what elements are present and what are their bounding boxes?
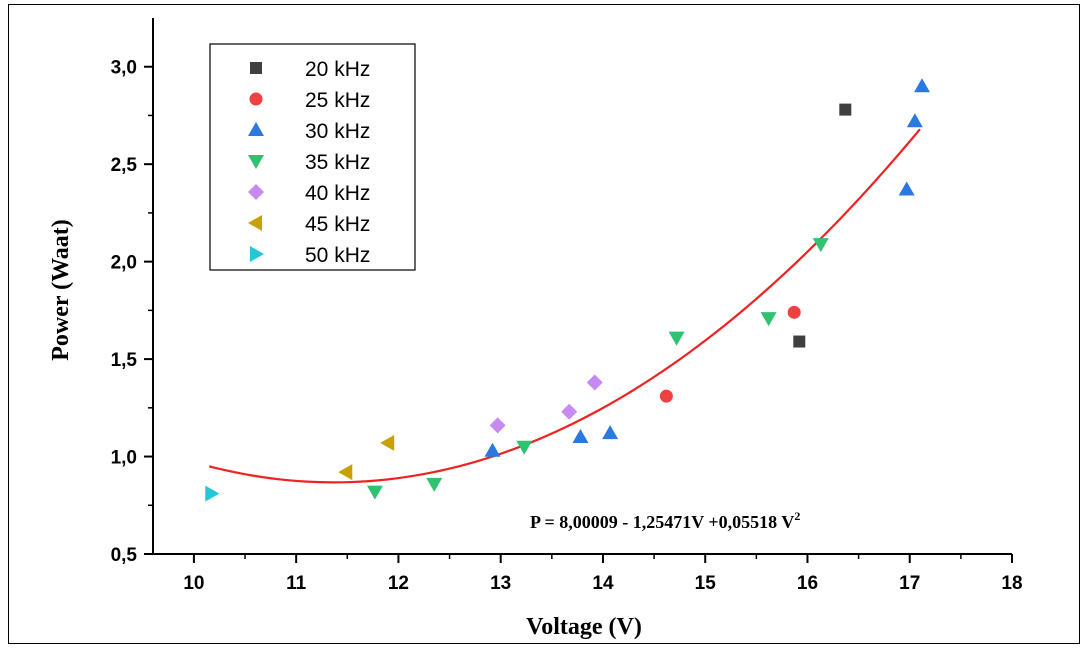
legend-marker-25-khz xyxy=(249,92,263,106)
data-point-45-khz xyxy=(380,434,395,451)
y-axis-title: Power (Waat) xyxy=(48,219,74,361)
data-point-35-khz xyxy=(516,440,533,455)
data-point-35-khz xyxy=(426,477,443,492)
legend-label-40-khz: 40 kHz xyxy=(305,182,370,205)
fit-equation-main: P = 8,00009 - 1,25471V +0,05518 V xyxy=(530,512,794,532)
x-tick-label: 10 xyxy=(183,573,204,594)
y-tick-label: 2,0 xyxy=(111,253,137,274)
y-tick-label: 0,5 xyxy=(111,545,138,566)
data-point-30-khz xyxy=(906,113,923,128)
legend-marker-20-khz xyxy=(250,62,262,74)
legend-marker-30-khz xyxy=(248,122,264,136)
x-tick-label: 12 xyxy=(388,573,409,594)
x-axis-title: Voltage (V) xyxy=(526,614,642,640)
x-tick-label: 14 xyxy=(592,573,614,594)
legend-marker-50-khz xyxy=(250,246,264,262)
data-point-45-khz xyxy=(338,464,353,481)
legend-marker-40-khz xyxy=(248,184,264,200)
data-point-30-khz xyxy=(914,78,931,93)
x-tick-label: 17 xyxy=(899,573,920,594)
fit-equation: P = 8,00009 - 1,25471V +0,05518 V2 xyxy=(530,509,800,532)
chart-frame xyxy=(8,4,1080,644)
legend-box xyxy=(209,43,416,271)
data-point-30-khz xyxy=(602,425,619,440)
axes: 10 11 12 13 14 15 16 17 18 0,5 1,0 1,5 2,0 2,5 3,0 xyxy=(111,18,1023,594)
data-point-40-khz xyxy=(489,417,506,434)
data-point-25-khz xyxy=(787,305,801,319)
data-point-50-khz xyxy=(205,485,220,502)
data-point-40-khz xyxy=(561,403,578,420)
legend-marker-35-khz xyxy=(248,155,264,169)
data-point-30-khz xyxy=(898,181,915,196)
data-point-35-khz xyxy=(668,331,685,346)
legend-label-35-khz: 35 kHz xyxy=(305,151,370,174)
data-point-30-khz xyxy=(572,429,589,444)
fit-curve xyxy=(208,128,921,484)
x-tick-label: 15 xyxy=(695,573,717,594)
data-point-25-khz xyxy=(659,389,673,403)
data-point-30-khz xyxy=(484,442,501,457)
legend-label-50-khz: 50 kHz xyxy=(305,244,370,267)
legend-marker-45-khz xyxy=(248,215,262,231)
y-tick-label: 1,0 xyxy=(111,448,137,469)
y-tick-label: 2,5 xyxy=(111,155,138,176)
data-point-35-khz xyxy=(366,485,383,500)
data-point-35-khz xyxy=(812,238,829,253)
x-tick-label: 13 xyxy=(490,573,511,594)
legend-label-45-khz: 45 kHz xyxy=(305,213,370,236)
y-tick-label: 1,5 xyxy=(111,350,138,371)
legend: 20 kHz 25 kHz 30 kHz 35 kHz 40 kHz 45 kHz 50 k… xyxy=(209,43,416,271)
data-point-40-khz xyxy=(586,374,603,391)
x-tick-label: 11 xyxy=(286,573,307,594)
legend-label-20-khz: 20 kHz xyxy=(305,58,370,81)
x-tick-label: 18 xyxy=(1001,573,1022,594)
data-point-35-khz xyxy=(760,312,777,327)
legend-label-30-khz: 30 kHz xyxy=(305,120,370,143)
legend-label-25-khz: 25 kHz xyxy=(305,89,370,112)
x-tick-label: 16 xyxy=(797,573,818,594)
points-layer xyxy=(205,78,931,502)
fit-equation-exponent: 2 xyxy=(794,509,800,523)
y-tick-label: 3,0 xyxy=(111,58,137,79)
data-point-20-khz xyxy=(793,335,806,348)
data-point-20-khz xyxy=(839,103,852,116)
fit-layer xyxy=(208,128,921,484)
